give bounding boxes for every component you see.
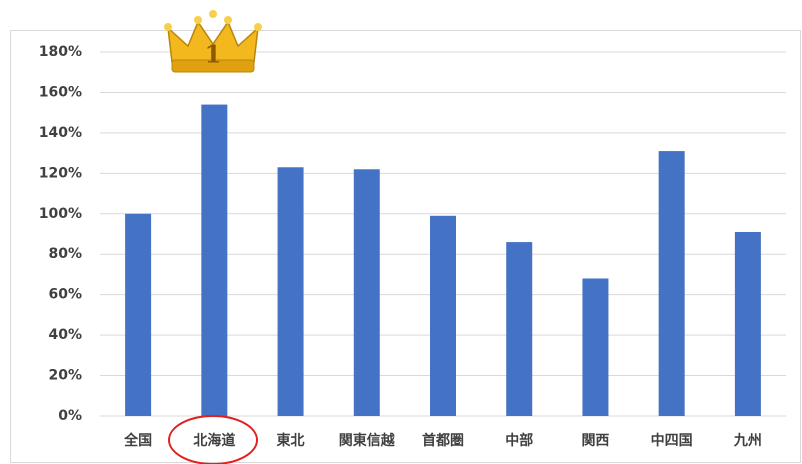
x-tick-label: 中部 — [505, 432, 533, 449]
x-tick-label: 首都圏 — [422, 432, 464, 449]
x-tick-label: 関西 — [581, 433, 609, 449]
bar — [353, 169, 380, 416]
x-tick-label: 関東信越 — [339, 432, 396, 449]
y-tick-label: 140% — [39, 125, 82, 141]
bar — [734, 231, 761, 416]
highlight-ellipse — [168, 415, 258, 464]
bar — [658, 151, 685, 417]
x-tick-label: 九州 — [733, 433, 762, 449]
bar — [277, 167, 304, 416]
bar — [582, 278, 609, 416]
y-tick-label: 180% — [39, 44, 82, 60]
y-tick-label: 120% — [39, 165, 82, 181]
y-tick-label: 80% — [48, 246, 82, 262]
y-tick-label: 60% — [48, 287, 82, 303]
bar — [430, 215, 456, 416]
y-tick-label: 160% — [39, 84, 82, 100]
y-tick-label: 100% — [39, 206, 82, 222]
y-tick-label: 40% — [48, 327, 82, 343]
crown: 1 — [164, 10, 262, 73]
x-tick-label: 東北 — [277, 432, 305, 449]
x-tick-label: 北海道 — [193, 432, 235, 449]
bar — [506, 242, 533, 416]
y-tick-label: 20% — [48, 368, 82, 384]
y-tick-label: 0% — [58, 408, 82, 424]
x-tick-label: 中四国 — [651, 432, 693, 449]
bar — [125, 213, 152, 416]
bar — [201, 104, 228, 417]
crown-rank: 1 — [205, 40, 222, 69]
x-tick-label: 全国 — [123, 432, 152, 449]
